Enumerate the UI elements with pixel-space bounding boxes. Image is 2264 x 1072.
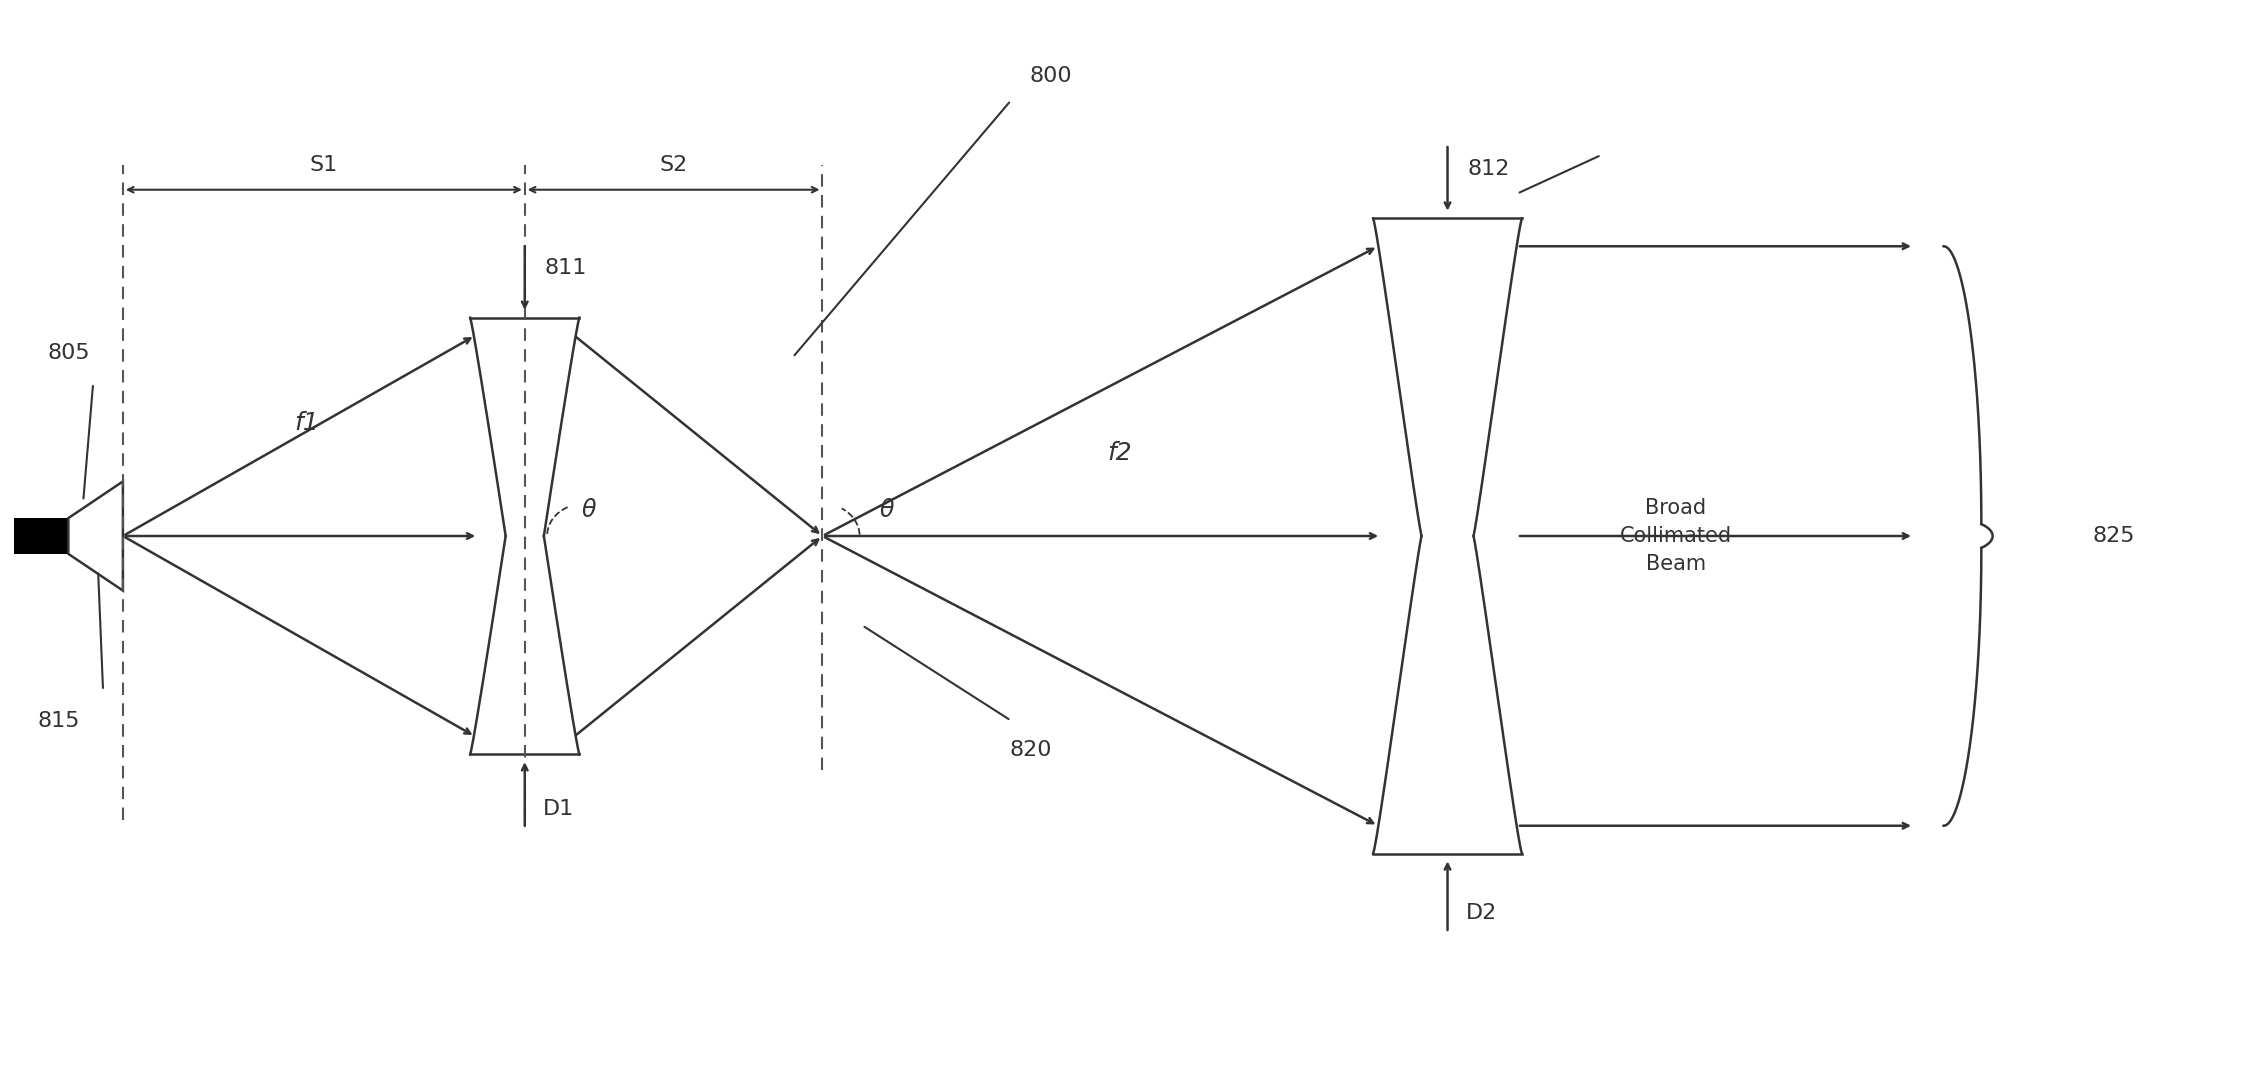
Text: 812: 812	[1467, 159, 1510, 179]
Text: f1: f1	[294, 411, 319, 435]
Text: D1: D1	[543, 799, 573, 819]
FancyBboxPatch shape	[14, 518, 68, 554]
Text: S2: S2	[659, 154, 688, 175]
Text: θ: θ	[881, 498, 894, 522]
Text: D2: D2	[1465, 903, 1497, 923]
Text: 825: 825	[2092, 526, 2135, 546]
Text: 820: 820	[1010, 741, 1053, 760]
Text: 805: 805	[48, 343, 91, 363]
Text: f2: f2	[1107, 441, 1132, 464]
Text: 811: 811	[546, 258, 586, 278]
Text: 800: 800	[1030, 65, 1071, 86]
Text: θ: θ	[582, 498, 595, 522]
Text: 815: 815	[36, 711, 79, 730]
Text: Broad
Collimated
Beam: Broad Collimated Beam	[1619, 498, 1732, 574]
Text: S1: S1	[310, 154, 337, 175]
